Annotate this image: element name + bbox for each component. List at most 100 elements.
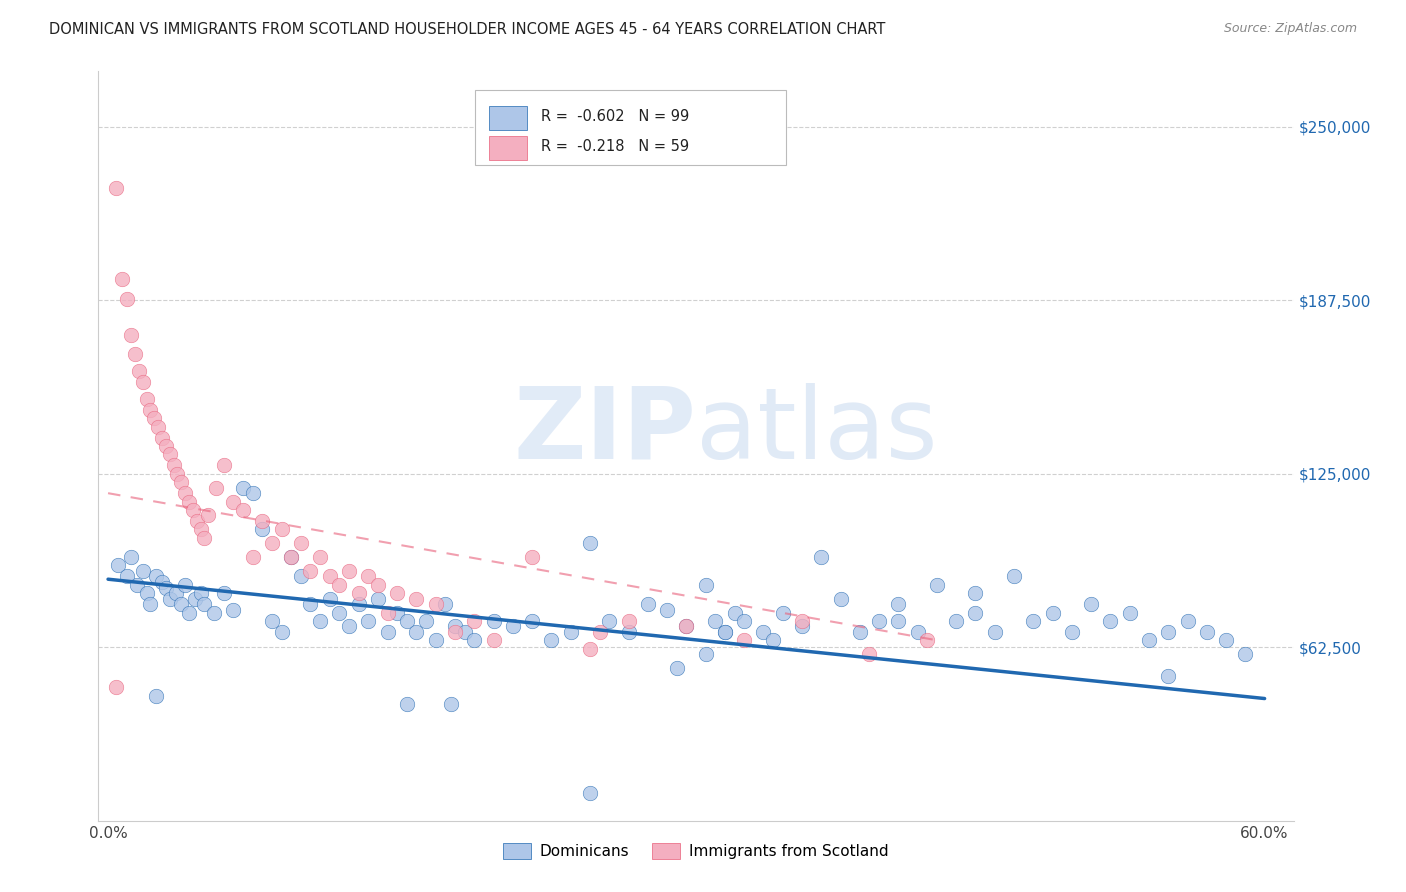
Point xyxy=(162,458,184,473)
Point xyxy=(104,681,127,695)
Point xyxy=(425,633,447,648)
Point xyxy=(415,614,437,628)
Point xyxy=(125,578,148,592)
Point xyxy=(299,564,322,578)
Point xyxy=(139,403,162,417)
Point xyxy=(177,494,200,508)
Point xyxy=(232,481,254,495)
Point xyxy=(367,591,389,606)
Point xyxy=(174,578,197,592)
Point xyxy=(733,633,755,648)
Point xyxy=(132,375,155,389)
Point xyxy=(110,272,132,286)
Point xyxy=(752,624,775,639)
Point xyxy=(309,614,332,628)
Point xyxy=(212,586,235,600)
Point xyxy=(849,624,872,639)
Point xyxy=(155,439,177,453)
Point xyxy=(145,689,167,703)
Point xyxy=(260,536,283,550)
FancyBboxPatch shape xyxy=(475,90,786,165)
Point xyxy=(637,597,659,611)
Point xyxy=(212,458,235,473)
Point xyxy=(887,597,910,611)
Point xyxy=(337,564,360,578)
Legend: Dominicans, Immigrants from Scotland: Dominicans, Immigrants from Scotland xyxy=(498,838,894,865)
Point xyxy=(1080,597,1102,611)
Point xyxy=(190,586,212,600)
Text: DOMINICAN VS IMMIGRANTS FROM SCOTLAND HOUSEHOLDER INCOME AGES 45 - 64 YEARS CORR: DOMINICAN VS IMMIGRANTS FROM SCOTLAND HO… xyxy=(49,22,886,37)
Point xyxy=(177,606,200,620)
Point xyxy=(395,697,418,711)
Point xyxy=(482,614,505,628)
Point xyxy=(150,431,173,445)
Point xyxy=(328,578,350,592)
Point xyxy=(617,624,640,639)
Point xyxy=(190,522,212,536)
Point xyxy=(270,624,292,639)
Point xyxy=(405,624,427,639)
Point xyxy=(347,597,370,611)
Text: R =  -0.218   N = 59: R = -0.218 N = 59 xyxy=(541,139,689,153)
Point xyxy=(444,624,467,639)
Point xyxy=(453,624,475,639)
Point xyxy=(357,569,380,583)
Point xyxy=(290,536,312,550)
Point xyxy=(868,614,890,628)
Point xyxy=(132,564,155,578)
Point xyxy=(520,549,543,564)
Point xyxy=(482,633,505,648)
Point xyxy=(1215,633,1237,648)
Point xyxy=(695,578,717,592)
Point xyxy=(579,536,602,550)
Point xyxy=(665,661,688,675)
Point xyxy=(1022,614,1045,628)
Point xyxy=(202,606,225,620)
Point xyxy=(540,633,562,648)
Point xyxy=(166,467,188,481)
Point xyxy=(155,581,177,595)
Point xyxy=(174,486,197,500)
Point xyxy=(124,347,146,361)
Point xyxy=(1234,647,1257,661)
Point xyxy=(1157,669,1180,683)
Point xyxy=(502,619,524,633)
Point xyxy=(675,619,697,633)
Point xyxy=(810,549,832,564)
Point xyxy=(945,614,967,628)
Point xyxy=(1060,624,1083,639)
Point xyxy=(1099,614,1122,628)
Point xyxy=(319,591,342,606)
Point xyxy=(984,624,1007,639)
Point xyxy=(925,578,948,592)
Point xyxy=(347,586,370,600)
Point xyxy=(917,633,939,648)
Point xyxy=(181,503,204,517)
Point xyxy=(222,494,245,508)
Point xyxy=(695,647,717,661)
Point xyxy=(463,614,485,628)
Point xyxy=(790,614,813,628)
Text: Source: ZipAtlas.com: Source: ZipAtlas.com xyxy=(1223,22,1357,36)
Text: atlas: atlas xyxy=(696,383,938,480)
Point xyxy=(858,647,880,661)
Point xyxy=(675,619,697,633)
Point xyxy=(377,606,399,620)
Point xyxy=(520,614,543,628)
Point xyxy=(143,411,166,425)
Point xyxy=(120,549,142,564)
Point xyxy=(107,558,129,573)
Point xyxy=(280,549,302,564)
Point xyxy=(377,624,399,639)
Point xyxy=(704,614,727,628)
Point xyxy=(165,586,187,600)
Point xyxy=(260,614,283,628)
Point xyxy=(617,614,640,628)
Point xyxy=(299,597,322,611)
Point xyxy=(128,364,150,378)
Point xyxy=(193,597,215,611)
Point xyxy=(104,181,127,195)
Point xyxy=(252,514,274,528)
Point xyxy=(434,597,457,611)
Point xyxy=(444,619,467,633)
